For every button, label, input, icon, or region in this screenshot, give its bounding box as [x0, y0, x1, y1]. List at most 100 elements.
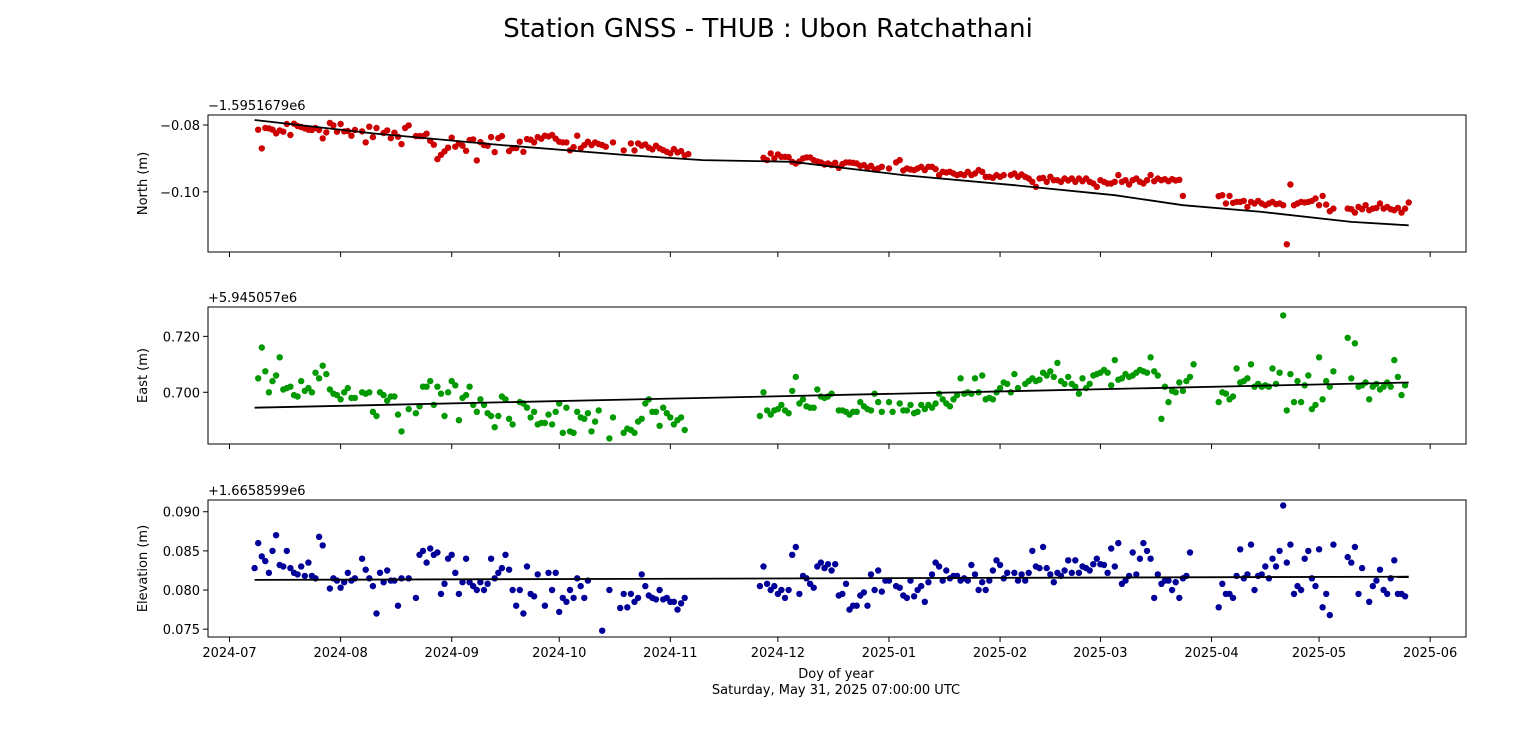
elevation-point [817, 559, 825, 566]
elevation-point [1043, 564, 1050, 572]
elevation-point [1004, 569, 1011, 576]
east-point [638, 415, 645, 422]
elevation-xtick-label: 2024-07 [202, 646, 256, 661]
elevation-point [1061, 567, 1068, 574]
east-point [545, 411, 552, 418]
elevation-point [638, 571, 645, 578]
elevation-point [1344, 553, 1351, 561]
elevation-point [1129, 549, 1136, 556]
north-point [1280, 202, 1287, 209]
elevation-trend-line [254, 575, 1409, 581]
elevation-point [842, 580, 850, 587]
east-point [1043, 372, 1050, 379]
elevation-point [839, 590, 846, 598]
east-point [1315, 354, 1323, 361]
elevation-point [1025, 569, 1032, 576]
east-point [670, 421, 678, 428]
elevation-point [878, 588, 885, 595]
elevation-point [968, 561, 975, 569]
east-point [921, 405, 928, 413]
north-point [1312, 195, 1319, 202]
elevation-point [756, 582, 764, 590]
elevation-point [448, 551, 455, 558]
elevation-point [1287, 541, 1294, 548]
east-point [1004, 380, 1011, 388]
elevation-point [427, 545, 434, 552]
north-point [280, 128, 287, 135]
east-point [1054, 359, 1061, 367]
elevation-point [975, 586, 982, 594]
north-point [373, 124, 380, 132]
north-point [430, 141, 437, 148]
elevation-point [1330, 541, 1337, 548]
elevation-point [1104, 569, 1111, 576]
elevation-xtick-label: 2025-05 [1292, 646, 1346, 661]
elevation-point [634, 594, 642, 602]
east-point [663, 410, 670, 417]
east-point [620, 429, 627, 436]
east-point [1079, 375, 1086, 382]
elevation-point [1215, 604, 1222, 611]
elevation-point [617, 604, 624, 612]
elevation-point [441, 580, 448, 587]
east-point [1154, 372, 1162, 379]
east-y-axis-label: East (m) [136, 348, 151, 403]
elevation-point [1172, 579, 1179, 586]
east-panel: 0.700 0.720 +5.945057e6 East (m) [136, 291, 1467, 449]
east-point [276, 354, 283, 361]
north-point [491, 148, 498, 156]
elevation-xtick-label: 2024-10 [532, 646, 586, 661]
elevation-point [1036, 564, 1043, 572]
elevation-point [796, 590, 803, 598]
elevation-panel: 2024-07 2024-08 2024-09 2024-10 2024-11 2024-… [136, 484, 1467, 661]
north-offset-text: −1.5951679e6 [208, 99, 305, 114]
elevation-xtick-label: 2025-03 [1073, 646, 1127, 661]
north-point [1376, 200, 1384, 207]
east-point [405, 405, 412, 413]
elevation-point [599, 627, 606, 634]
elevation-point [419, 547, 427, 555]
east-point [953, 391, 961, 399]
east-point [287, 383, 294, 390]
east-point [1215, 398, 1222, 406]
elevation-point [1108, 545, 1115, 552]
elevation-point [491, 575, 498, 582]
east-point [1348, 375, 1355, 382]
east-point [1323, 377, 1330, 385]
elevation-point [1075, 569, 1083, 576]
north-point [473, 157, 480, 164]
north-point [330, 122, 337, 129]
east-point [473, 408, 480, 415]
elevation-point [624, 604, 631, 611]
east-point [269, 377, 276, 385]
elevation-point [1140, 539, 1147, 547]
east-point [642, 400, 649, 407]
elevation-point [1115, 539, 1122, 547]
east-point [1050, 373, 1058, 381]
elevation-point [1308, 575, 1316, 582]
east-point [1294, 377, 1301, 385]
east-point [996, 384, 1004, 392]
elevation-point [556, 608, 563, 616]
east-point [1269, 365, 1276, 372]
north-point [767, 150, 774, 157]
elevation-point [1265, 575, 1273, 582]
elevation-xtick-label: 2024-08 [313, 646, 367, 661]
north-point [1323, 201, 1330, 208]
elevation-point [1315, 546, 1323, 553]
east-point [584, 410, 592, 417]
east-point [903, 407, 911, 414]
east-point [885, 398, 893, 406]
east-point [298, 377, 305, 385]
elevation-point [384, 567, 391, 574]
elevation-point [380, 579, 387, 586]
north-point [832, 159, 839, 166]
east-point [427, 377, 434, 385]
north-point [677, 147, 685, 155]
elevation-point [362, 566, 369, 573]
elevation-y-axis-label: Elevation (m) [136, 525, 151, 612]
north-point [1000, 171, 1007, 179]
east-point [423, 383, 430, 390]
east-point [434, 383, 441, 390]
east-point [373, 412, 380, 420]
